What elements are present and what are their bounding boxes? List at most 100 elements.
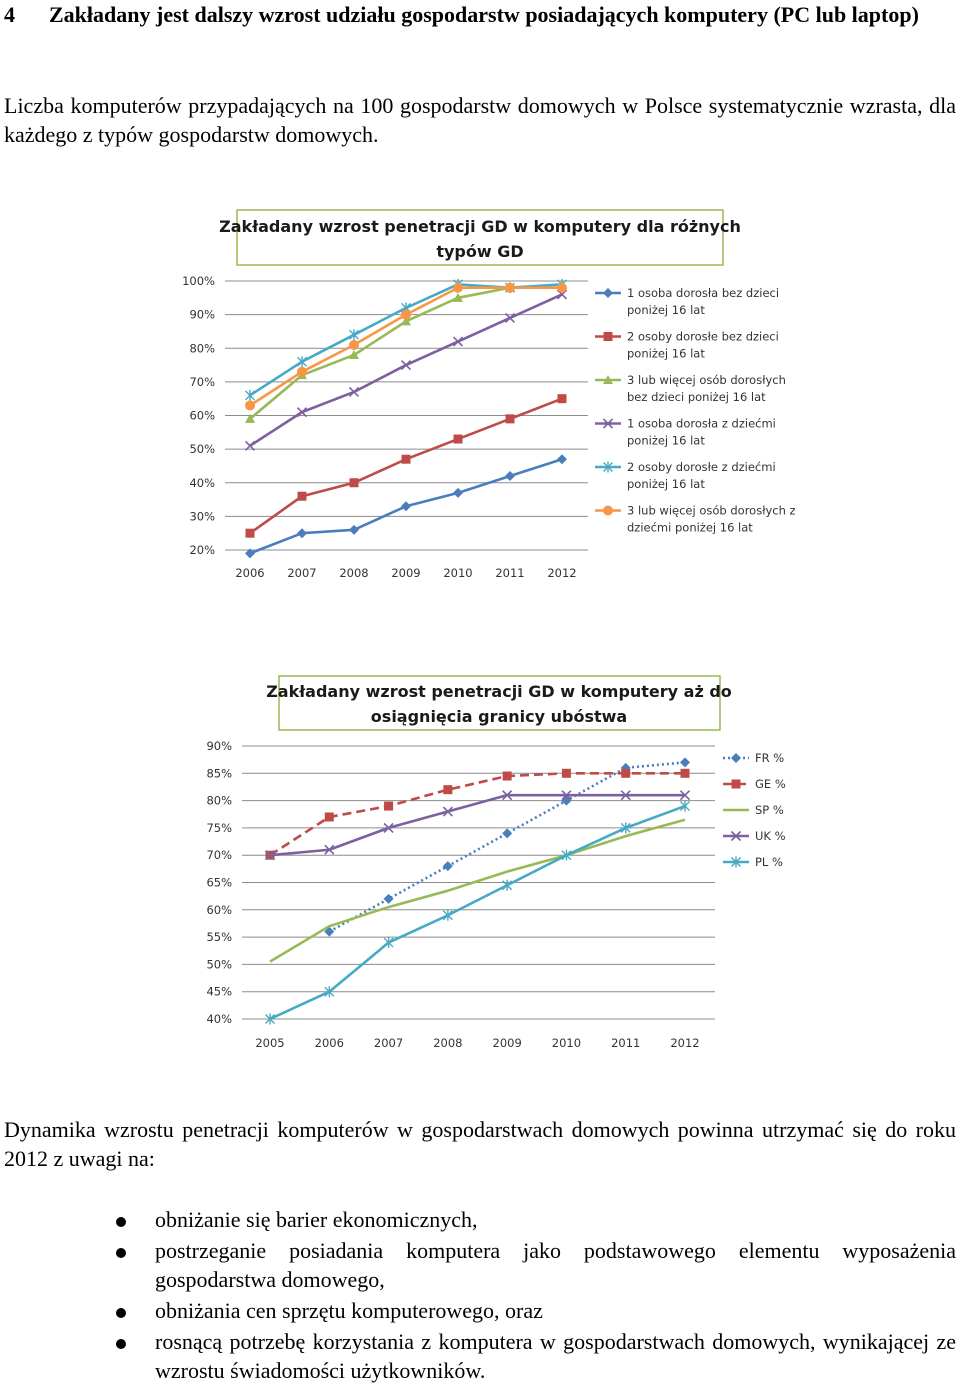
chart-poverty-threshold: Zakładany wzrost penetracji GD w kompute… xyxy=(175,671,817,1059)
data-point xyxy=(383,822,394,833)
data-point xyxy=(349,339,359,350)
data-point xyxy=(680,800,690,812)
data-point xyxy=(557,282,567,293)
data-point xyxy=(245,389,255,401)
y-tick-label: 40% xyxy=(189,476,215,490)
data-point xyxy=(384,801,394,811)
chart-title-box xyxy=(236,209,724,266)
y-tick-label: 70% xyxy=(206,848,232,862)
x-tick-label: 2006 xyxy=(235,566,264,580)
x-tick-label: 2009 xyxy=(493,1036,522,1050)
legend-label: poniżej 16 lat xyxy=(627,303,705,317)
data-point xyxy=(680,768,690,778)
data-point xyxy=(245,400,255,411)
legend-marker xyxy=(603,505,613,516)
legend-label: dziećmi poniżej 16 lat xyxy=(627,521,753,535)
legend-label: bez dzieci poniżej 16 lat xyxy=(627,390,766,404)
data-point xyxy=(453,282,463,293)
legend-label: PL % xyxy=(755,855,783,869)
data-point xyxy=(401,501,411,512)
y-tick-label: 100% xyxy=(182,274,215,288)
data-point xyxy=(620,822,631,834)
series-line xyxy=(269,818,686,963)
legend-marker xyxy=(603,332,613,341)
chart-household-types-svg: Zakładany wzrost penetracji GD w kompute… xyxy=(163,205,796,588)
data-point xyxy=(324,844,335,855)
y-tick-label: 55% xyxy=(206,930,232,944)
data-point xyxy=(264,850,276,861)
bullet-icon xyxy=(116,1308,126,1318)
legend-marker xyxy=(731,753,741,763)
data-point xyxy=(324,926,335,937)
legend-label: poniżej 16 lat xyxy=(627,347,705,361)
data-point xyxy=(453,487,463,498)
data-point xyxy=(557,454,567,465)
x-tick-label: 2005 xyxy=(255,1036,284,1050)
data-point xyxy=(401,316,411,326)
x-tick-label: 2008 xyxy=(339,566,368,580)
legend-marker xyxy=(731,856,741,868)
reasons-list: obniżanie się barier ekonomicznych, post… xyxy=(0,1205,960,1387)
data-point xyxy=(443,785,453,795)
y-tick-label: 80% xyxy=(189,341,215,355)
y-tick-label: 45% xyxy=(206,985,232,999)
y-tick-label: 40% xyxy=(206,1012,232,1026)
chart-title-line2: osiągnięcia granicy ubóstwa xyxy=(371,707,627,726)
data-point xyxy=(349,349,359,359)
x-tick-label: 2007 xyxy=(374,1036,403,1050)
data-point xyxy=(504,312,516,324)
y-tick-label: 20% xyxy=(189,543,215,557)
data-point xyxy=(349,329,359,341)
data-point xyxy=(383,937,394,949)
data-point xyxy=(505,471,515,482)
x-tick-label: 2009 xyxy=(391,566,420,580)
data-point xyxy=(245,413,255,423)
list-item: postrzeganie posiadania komputera jako p… xyxy=(0,1236,960,1294)
data-point xyxy=(297,528,307,539)
x-tick-label: 2011 xyxy=(611,1036,640,1050)
y-tick-label: 75% xyxy=(206,821,232,835)
data-point xyxy=(383,893,394,904)
data-point xyxy=(453,434,463,444)
data-point xyxy=(442,909,453,921)
y-tick-label: 65% xyxy=(206,876,232,890)
data-point xyxy=(679,790,691,801)
intro-paragraph: Liczba komputerów przypadających na 100 … xyxy=(4,93,956,147)
data-point xyxy=(452,336,464,347)
legend-label: 1 osoba dorosła bez dzieci xyxy=(627,286,779,300)
data-point xyxy=(442,861,453,872)
legend-marker xyxy=(603,375,613,384)
data-point xyxy=(324,986,335,998)
data-point xyxy=(561,768,571,778)
x-tick-label: 2011 xyxy=(495,566,524,580)
data-point xyxy=(401,454,411,464)
data-point xyxy=(502,828,513,839)
legend-marker xyxy=(602,418,614,429)
x-tick-label: 2010 xyxy=(443,566,472,580)
chart-title-line2: typów GD xyxy=(436,242,523,261)
legend-label: poniżej 16 lat xyxy=(627,434,705,448)
data-point xyxy=(502,771,512,781)
dynamics-paragraph: Dynamika wzrostu penetracji komputerów w… xyxy=(4,1117,956,1171)
y-tick-label: 50% xyxy=(189,442,215,456)
data-point xyxy=(502,879,513,891)
data-point xyxy=(244,440,256,451)
x-tick-label: 2010 xyxy=(552,1036,581,1050)
legend-label: poniżej 16 lat xyxy=(627,477,705,491)
list-item-text: obniżanie się barier ekonomicznych, xyxy=(155,1207,478,1232)
data-point xyxy=(400,359,412,371)
y-tick-label: 60% xyxy=(206,903,232,917)
legend-label: 2 osoby dorosłe bez dzieci xyxy=(627,330,779,344)
y-tick-label: 90% xyxy=(189,308,215,322)
x-tick-label: 2012 xyxy=(547,566,576,580)
section-number: 4 xyxy=(4,2,15,27)
section-heading: 4 Zakładany jest dalszy wzrost udziału g… xyxy=(4,0,956,29)
data-point xyxy=(502,790,513,801)
data-point xyxy=(621,768,631,778)
list-item: obniżanie się barier ekonomicznych, xyxy=(0,1205,960,1234)
series-line xyxy=(269,804,686,1021)
data-point xyxy=(561,790,572,801)
y-tick-label: 85% xyxy=(206,766,232,780)
y-tick-label: 70% xyxy=(189,375,215,389)
x-tick-label: 2007 xyxy=(287,566,316,580)
